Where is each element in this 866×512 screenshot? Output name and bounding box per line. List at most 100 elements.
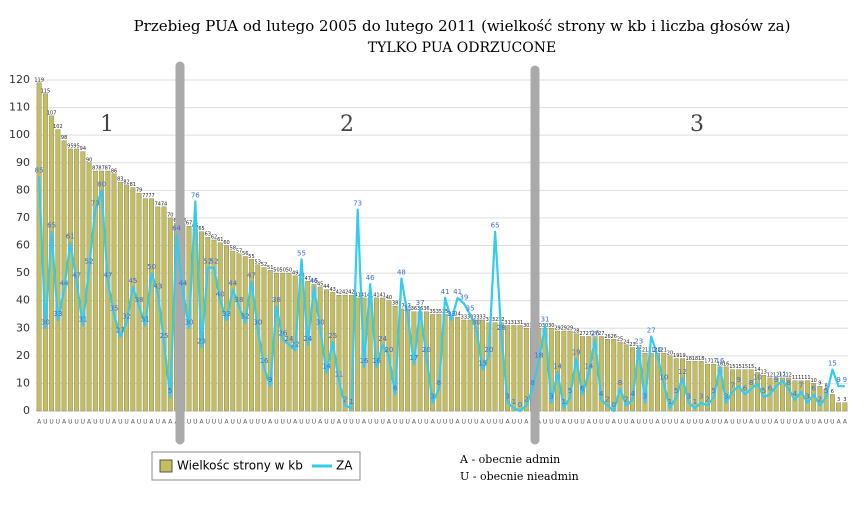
bar-value-label: 34 bbox=[448, 312, 454, 318]
line-value-label: 6 bbox=[580, 384, 585, 392]
bar-value-label: 119 bbox=[34, 77, 44, 83]
line-value-label: 38 bbox=[235, 296, 244, 304]
line-value-label: 41 bbox=[441, 288, 450, 296]
line-value-label: 30 bbox=[41, 318, 50, 326]
x-tick-label: U bbox=[805, 419, 809, 426]
bar-value-label: 30 bbox=[548, 323, 554, 329]
line-value-label: 7 bbox=[799, 382, 803, 390]
x-tick-label: U bbox=[312, 419, 316, 426]
x-tick-label: U bbox=[699, 419, 703, 426]
x-tick-label: A bbox=[112, 419, 117, 426]
line-value-label: 30 bbox=[316, 318, 325, 326]
x-tick-label: U bbox=[649, 419, 653, 426]
line-value-label: 9 bbox=[774, 376, 778, 384]
y-tick-label: 40 bbox=[16, 294, 30, 307]
bar-value-label: 16 bbox=[723, 361, 729, 367]
x-tick-label: U bbox=[474, 419, 478, 426]
bar-value-label: 27 bbox=[598, 331, 604, 337]
x-tick-label: U bbox=[206, 419, 210, 426]
line-value-label: 3 bbox=[643, 393, 647, 401]
line-value-label: 6 bbox=[393, 384, 398, 392]
bar-value-label: 15 bbox=[748, 364, 754, 370]
x-tick-label: U bbox=[118, 419, 122, 426]
bar-value-label: 11 bbox=[804, 375, 810, 381]
bar-value-label: 115 bbox=[41, 88, 51, 94]
bar bbox=[274, 272, 279, 412]
line-value-label: 47 bbox=[72, 271, 81, 279]
line-value-label: 6 bbox=[811, 384, 816, 392]
y-tick-label: 0 bbox=[23, 404, 30, 417]
bar-value-label: 55 bbox=[248, 254, 254, 260]
line-value-label: 9 bbox=[836, 376, 840, 384]
line-value-label: 5 bbox=[824, 387, 828, 395]
bar bbox=[754, 372, 760, 412]
x-tick-label: U bbox=[424, 419, 428, 426]
x-tick-label: U bbox=[81, 419, 85, 426]
bar-value-label: 28 bbox=[573, 328, 579, 334]
bar-value-label: 17 bbox=[711, 359, 717, 365]
bar-value-label: 10 bbox=[810, 378, 816, 384]
line-value-label: 17 bbox=[409, 354, 418, 362]
y-tick-label: 10 bbox=[16, 376, 30, 389]
bar-value-label: 15 bbox=[736, 364, 742, 370]
bar bbox=[567, 330, 573, 412]
bar-value-label: 77 bbox=[148, 193, 154, 199]
line bbox=[38, 176, 845, 413]
bar bbox=[398, 308, 404, 412]
line-value-label: 2 bbox=[343, 395, 347, 403]
line-value-label: 8 bbox=[437, 379, 441, 387]
x-tick-label: U bbox=[281, 419, 285, 426]
bar-value-label: 50 bbox=[273, 268, 279, 274]
line-value-label: 44 bbox=[228, 280, 237, 288]
bar-value-label: 102 bbox=[53, 124, 63, 130]
line-value-label: 3 bbox=[699, 393, 703, 401]
x-tick-label: A bbox=[412, 419, 417, 426]
x-tick-label: U bbox=[674, 419, 678, 426]
bar-value-label: 18 bbox=[692, 356, 698, 362]
x-tick-label: U bbox=[755, 419, 759, 426]
line-value-label: 30 bbox=[472, 318, 481, 326]
line-value-label: 8 bbox=[786, 379, 790, 387]
y-tick-label: 90 bbox=[16, 156, 30, 169]
y-tick-label: 50 bbox=[16, 266, 30, 279]
bar-value-label: 27 bbox=[579, 331, 585, 337]
bar bbox=[224, 245, 229, 412]
line-value-label: 48 bbox=[397, 269, 406, 277]
x-tick-label: A bbox=[87, 419, 92, 426]
line-value-label: 65 bbox=[47, 222, 56, 230]
x-tick-label: U bbox=[106, 419, 110, 426]
line-value-label: 0 bbox=[518, 401, 522, 409]
line-value-label: 3 bbox=[686, 393, 690, 401]
bar-value-label: 12 bbox=[767, 372, 773, 378]
line-value-label: 33 bbox=[447, 310, 456, 318]
bar bbox=[511, 325, 517, 412]
bar bbox=[836, 402, 842, 412]
x-tick-label: U bbox=[343, 419, 347, 426]
bar-value-label: 27 bbox=[586, 331, 592, 337]
bar bbox=[442, 314, 448, 412]
bar-value-label: 44 bbox=[323, 284, 329, 290]
x-tick-label: U bbox=[212, 419, 216, 426]
x-tick-label: U bbox=[324, 419, 328, 426]
line-value-label: 4 bbox=[793, 390, 798, 398]
bar-value-label: 41 bbox=[373, 292, 379, 298]
bar-value-label: 20 bbox=[667, 350, 673, 356]
bar-value-label: 47 bbox=[305, 276, 311, 282]
bar-value-label: 53 bbox=[255, 259, 261, 265]
bar bbox=[117, 181, 123, 412]
x-tick-label: U bbox=[256, 419, 260, 426]
line-value-label: 3 bbox=[505, 393, 509, 401]
line-value-label: 85 bbox=[35, 167, 44, 175]
bar bbox=[617, 341, 623, 412]
bar-value-label: 95 bbox=[73, 143, 79, 149]
bar-value-label: 12 bbox=[779, 372, 785, 378]
line-value-label: 6 bbox=[768, 384, 773, 392]
line-value-label: 10 bbox=[659, 373, 668, 381]
bar bbox=[461, 319, 467, 412]
x-tick-label: U bbox=[306, 419, 310, 426]
bar-value-label: 19 bbox=[673, 353, 679, 359]
bar-value-label: 19 bbox=[679, 353, 685, 359]
x-tick-label: A bbox=[456, 419, 461, 426]
x-tick-label: U bbox=[43, 419, 47, 426]
line-value-label: 50 bbox=[147, 263, 156, 271]
